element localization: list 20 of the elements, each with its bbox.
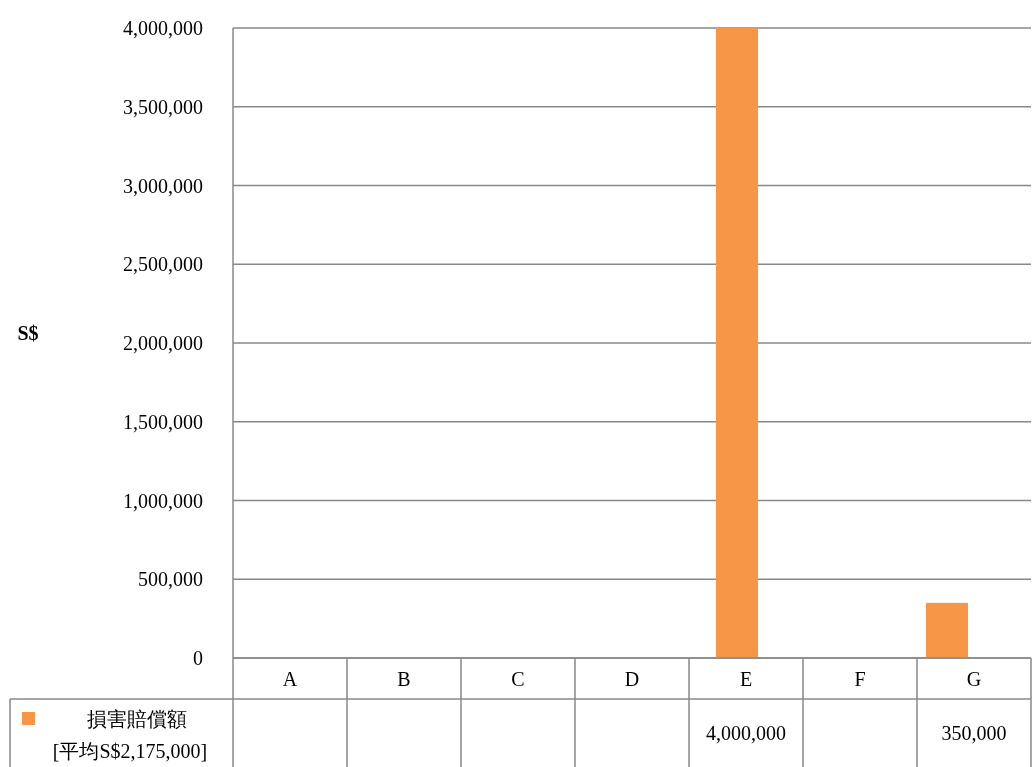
y-tick-label: 3,500,000 — [123, 95, 203, 118]
data-label: 4,000,000 — [706, 722, 786, 744]
y-tick-label: 1,000,000 — [123, 489, 203, 512]
y-axis-title: S$ — [17, 322, 39, 344]
y-tick-label: 2,500,000 — [123, 253, 203, 276]
y-tick-label: 1,500,000 — [123, 410, 203, 433]
x-tick-label: A — [282, 667, 298, 690]
y-tick-label: 4,000,000 — [123, 17, 203, 39]
data-label: 350,000 — [941, 722, 1007, 744]
y-tick-label: 3,000,000 — [123, 174, 203, 197]
x-tick-label: E — [739, 667, 753, 690]
x-tick-label: G — [966, 667, 982, 690]
y-tick-label: 0 — [193, 647, 203, 669]
x-tick-label: F — [854, 667, 866, 690]
x-tick-label: B — [397, 667, 411, 690]
x-tick-label: D — [624, 667, 640, 690]
text: 損害賠償額 [平均S$2,175,000] — [52, 708, 208, 762]
y-tick-label: 500,000 — [138, 568, 203, 591]
y-tick-label: 2,000,000 — [123, 332, 203, 354]
x-tick-label: C — [511, 667, 525, 690]
